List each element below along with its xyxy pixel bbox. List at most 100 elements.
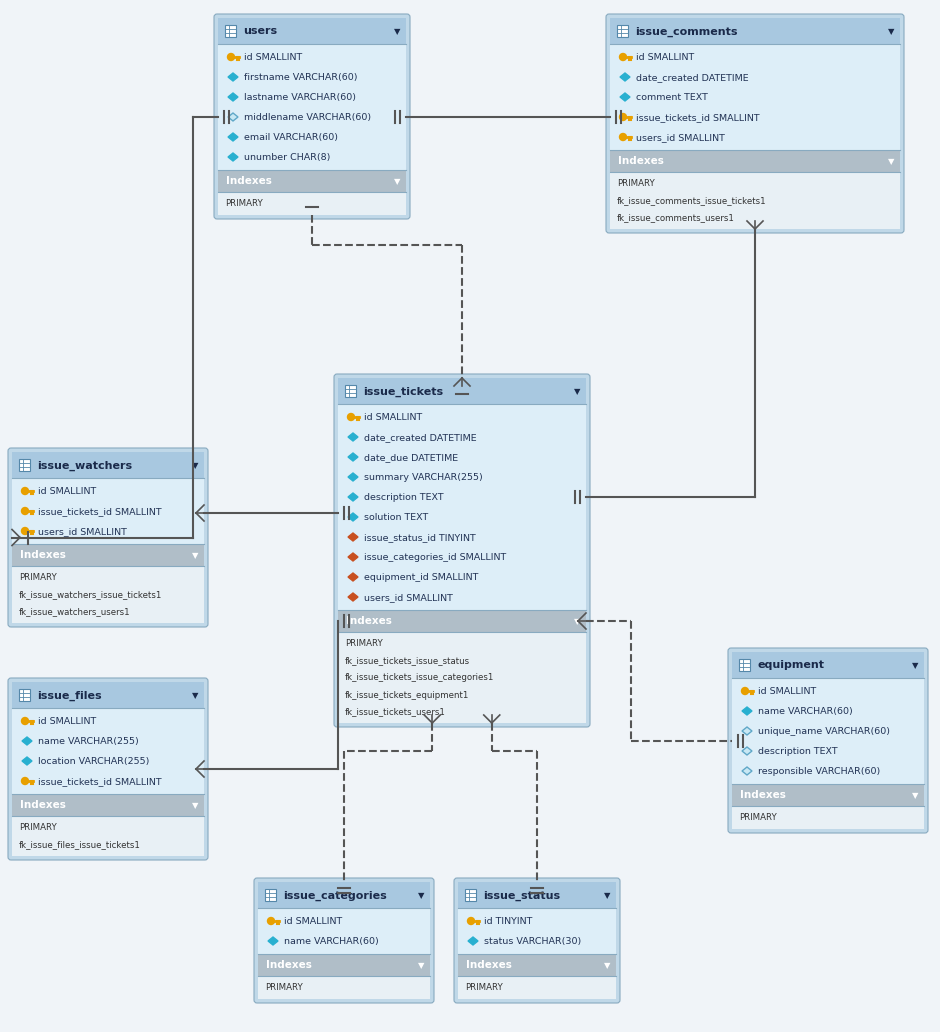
- Circle shape: [22, 527, 28, 535]
- Polygon shape: [348, 473, 358, 481]
- Text: id SMALLINT: id SMALLINT: [364, 413, 422, 422]
- Bar: [610, 172, 900, 229]
- Text: PRIMARY: PRIMARY: [345, 640, 383, 648]
- Text: id SMALLINT: id SMALLINT: [284, 917, 342, 926]
- FancyBboxPatch shape: [258, 882, 430, 908]
- Circle shape: [22, 777, 28, 784]
- Bar: [610, 44, 900, 150]
- Bar: [12, 794, 204, 816]
- Text: id SMALLINT: id SMALLINT: [244, 53, 303, 62]
- Text: id SMALLINT: id SMALLINT: [38, 487, 96, 496]
- FancyBboxPatch shape: [610, 18, 900, 44]
- Text: ▼: ▼: [394, 178, 400, 186]
- Text: users: users: [243, 27, 277, 36]
- Polygon shape: [742, 707, 752, 715]
- Circle shape: [22, 508, 28, 515]
- Text: id SMALLINT: id SMALLINT: [758, 687, 816, 696]
- FancyBboxPatch shape: [728, 648, 928, 833]
- Text: date_created DATETIME: date_created DATETIME: [364, 433, 477, 442]
- Polygon shape: [268, 937, 278, 945]
- Bar: [465, 889, 476, 901]
- Text: users_id SMALLINT: users_id SMALLINT: [636, 133, 725, 142]
- FancyBboxPatch shape: [12, 452, 204, 478]
- Text: summary VARCHAR(255): summary VARCHAR(255): [364, 473, 483, 482]
- Text: ▼: ▼: [887, 157, 894, 166]
- FancyBboxPatch shape: [8, 448, 208, 627]
- Text: ▼: ▼: [192, 801, 198, 810]
- Text: fk_issue_tickets_equipment1: fk_issue_tickets_equipment1: [345, 690, 469, 700]
- Text: Indexes: Indexes: [20, 801, 66, 810]
- Polygon shape: [348, 513, 358, 521]
- Polygon shape: [22, 757, 32, 765]
- Text: ▼: ▼: [192, 551, 198, 560]
- Text: issue_watchers: issue_watchers: [37, 460, 133, 471]
- Bar: [338, 404, 586, 610]
- Text: ▼: ▼: [417, 891, 424, 900]
- Bar: [218, 44, 406, 170]
- Text: fk_issue_tickets_issue_status: fk_issue_tickets_issue_status: [345, 656, 470, 666]
- Polygon shape: [348, 453, 358, 461]
- Text: id SMALLINT: id SMALLINT: [636, 53, 695, 62]
- Text: Indexes: Indexes: [466, 961, 512, 970]
- Text: issue_tickets_id SMALLINT: issue_tickets_id SMALLINT: [38, 507, 162, 516]
- Text: issue_status_id TINYINT: issue_status_id TINYINT: [364, 533, 476, 542]
- Text: PRIMARY: PRIMARY: [19, 574, 56, 582]
- Text: PRIMARY: PRIMARY: [617, 180, 655, 189]
- Polygon shape: [348, 573, 358, 581]
- Circle shape: [227, 54, 234, 61]
- Polygon shape: [228, 133, 238, 141]
- Text: ▼: ▼: [912, 662, 918, 670]
- FancyBboxPatch shape: [334, 374, 590, 727]
- FancyBboxPatch shape: [454, 878, 620, 1003]
- Text: PRIMARY: PRIMARY: [19, 824, 56, 833]
- Text: issue_tickets_id SMALLINT: issue_tickets_id SMALLINT: [636, 112, 760, 122]
- FancyBboxPatch shape: [8, 678, 208, 860]
- FancyBboxPatch shape: [458, 882, 616, 908]
- Bar: [458, 908, 616, 954]
- Text: ▼: ▼: [887, 27, 894, 36]
- Polygon shape: [228, 153, 238, 161]
- Text: unique_name VARCHAR(60): unique_name VARCHAR(60): [758, 727, 890, 736]
- FancyBboxPatch shape: [606, 14, 904, 233]
- Bar: [218, 170, 406, 192]
- Bar: [19, 689, 30, 701]
- Text: name VARCHAR(60): name VARCHAR(60): [758, 707, 853, 716]
- Polygon shape: [228, 93, 238, 101]
- Text: ▼: ▼: [573, 617, 580, 626]
- Text: description TEXT: description TEXT: [758, 747, 838, 756]
- Polygon shape: [742, 767, 752, 775]
- Circle shape: [348, 414, 354, 420]
- FancyBboxPatch shape: [218, 18, 406, 44]
- Text: comment TEXT: comment TEXT: [636, 93, 708, 102]
- Bar: [610, 150, 900, 172]
- Text: ▼: ▼: [417, 961, 424, 970]
- FancyBboxPatch shape: [12, 682, 204, 708]
- FancyBboxPatch shape: [732, 652, 924, 678]
- Polygon shape: [742, 747, 752, 755]
- Polygon shape: [620, 93, 630, 101]
- Text: PRIMARY: PRIMARY: [225, 199, 263, 208]
- Text: ▼: ▼: [603, 891, 610, 900]
- FancyBboxPatch shape: [214, 14, 410, 219]
- Text: issue_categories_id SMALLINT: issue_categories_id SMALLINT: [364, 553, 507, 562]
- Bar: [617, 25, 628, 37]
- Polygon shape: [22, 737, 32, 745]
- Bar: [12, 708, 204, 794]
- Text: Indexes: Indexes: [618, 157, 664, 166]
- Text: ▼: ▼: [912, 791, 918, 800]
- Text: responsible VARCHAR(60): responsible VARCHAR(60): [758, 767, 880, 776]
- Text: firstname VARCHAR(60): firstname VARCHAR(60): [244, 73, 357, 82]
- Circle shape: [268, 917, 274, 925]
- Bar: [265, 889, 276, 901]
- Text: description TEXT: description TEXT: [364, 493, 444, 502]
- Circle shape: [742, 687, 748, 695]
- Text: ▼: ▼: [192, 461, 198, 470]
- Polygon shape: [348, 533, 358, 541]
- Bar: [12, 544, 204, 566]
- Text: Indexes: Indexes: [20, 550, 66, 560]
- Text: fk_issue_tickets_users1: fk_issue_tickets_users1: [345, 708, 446, 716]
- Text: Indexes: Indexes: [740, 791, 786, 801]
- Text: issue_tickets: issue_tickets: [363, 386, 443, 396]
- Text: Indexes: Indexes: [226, 176, 272, 187]
- Polygon shape: [468, 937, 478, 945]
